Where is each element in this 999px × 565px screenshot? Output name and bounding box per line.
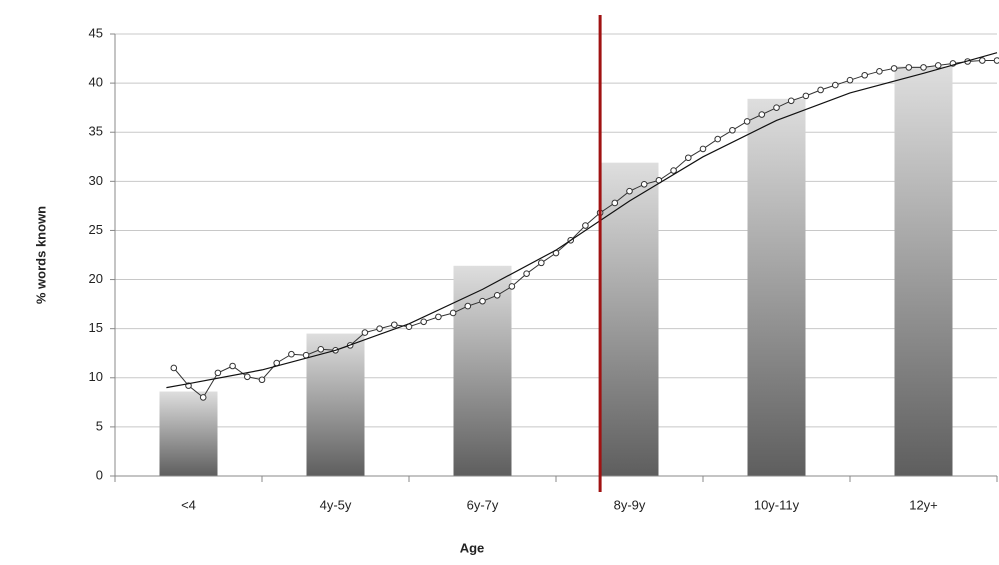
y-tick-label: 30 [89,173,103,188]
marker [905,64,913,71]
marker [376,325,383,332]
bar [453,265,512,476]
y-tick-label: 45 [89,25,103,40]
marker [920,64,927,71]
marker [817,86,824,94]
marker [538,259,545,267]
marker [773,104,780,111]
y-tick-label: 40 [89,75,103,90]
x-tick-label: 6y-7y [467,497,499,512]
marker [523,270,530,277]
marker [743,118,751,125]
marker [170,364,178,372]
y-tick-label: 15 [89,320,103,335]
marker [288,350,295,358]
fit-line [166,52,998,389]
marker [435,313,442,321]
marker [787,97,795,105]
x-tick-label: <4 [181,497,196,512]
marker [449,309,457,317]
y-tick-label: 25 [89,222,103,237]
marker [611,199,619,207]
marker [317,345,325,353]
marker [758,111,766,118]
marker [493,291,501,299]
bar [159,391,218,476]
marker [832,81,839,89]
marker [258,376,266,384]
marker [861,71,869,79]
marker [993,57,999,64]
y-tick-label: 0 [96,467,103,482]
marker [479,297,486,305]
bar [747,98,806,477]
x-tick-label: 4y-5y [320,497,352,512]
marker [508,283,516,290]
data-line [173,60,997,399]
marker [244,373,251,381]
marker [699,145,707,153]
marker [626,187,633,195]
marker [361,329,369,336]
marker [876,68,883,75]
x-tick-label: 12y+ [909,497,938,512]
marker [582,222,589,229]
marker [846,76,854,84]
y-axis-title: % words known [33,206,48,304]
marker [890,65,898,72]
bar [894,66,953,476]
x-tick-label: 8y-9y [614,497,646,512]
bar [306,333,365,476]
marker [229,362,236,370]
marker [685,154,692,162]
marker [464,302,472,310]
x-axis-title: Age [460,540,485,555]
marker [391,321,398,329]
marker [199,394,207,401]
y-tick-label: 5 [96,418,103,433]
marker [934,62,942,69]
marker [979,57,986,64]
y-tick-label: 20 [89,271,103,286]
marker [729,126,736,134]
y-tick-label: 10 [89,369,103,384]
marker [420,318,428,326]
marker [802,92,810,100]
marker [640,180,648,188]
x-tick-label: 10y-11y [754,497,800,512]
marker [714,135,722,143]
bar [600,162,659,476]
y-tick-label: 35 [89,124,103,139]
marker [214,369,222,377]
marker [670,167,677,174]
